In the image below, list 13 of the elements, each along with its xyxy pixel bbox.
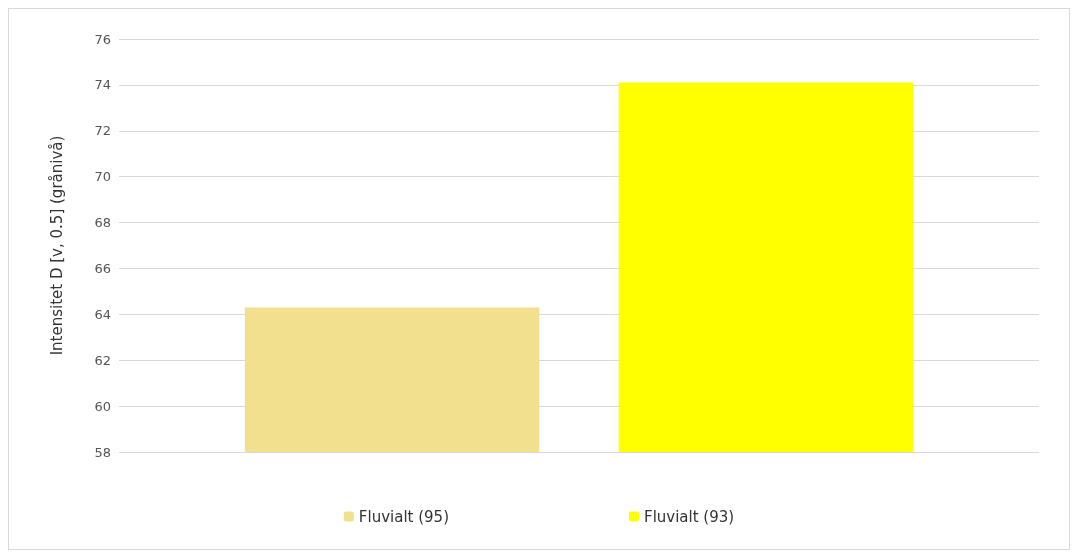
y-tick-label: 64 <box>94 306 111 322</box>
y-tick-label: 72 <box>94 123 111 139</box>
legend-label: Fluvialt (93) <box>644 507 735 526</box>
y-tick-label: 74 <box>94 77 111 93</box>
y-tick-label: 58 <box>94 444 111 460</box>
y-tick-label: 60 <box>94 398 111 414</box>
y-tick-label: 66 <box>94 260 111 276</box>
legend-label: Fluvialt (95) <box>358 507 450 526</box>
y-tick-label: 62 <box>94 352 111 368</box>
y-axis-title: Intensitet D [v, 0.5] (grånivå) <box>47 135 66 356</box>
y-tick-label: 68 <box>94 215 111 231</box>
y-tick-label: 76 <box>94 31 111 47</box>
y-tick-label: 70 <box>94 169 111 185</box>
